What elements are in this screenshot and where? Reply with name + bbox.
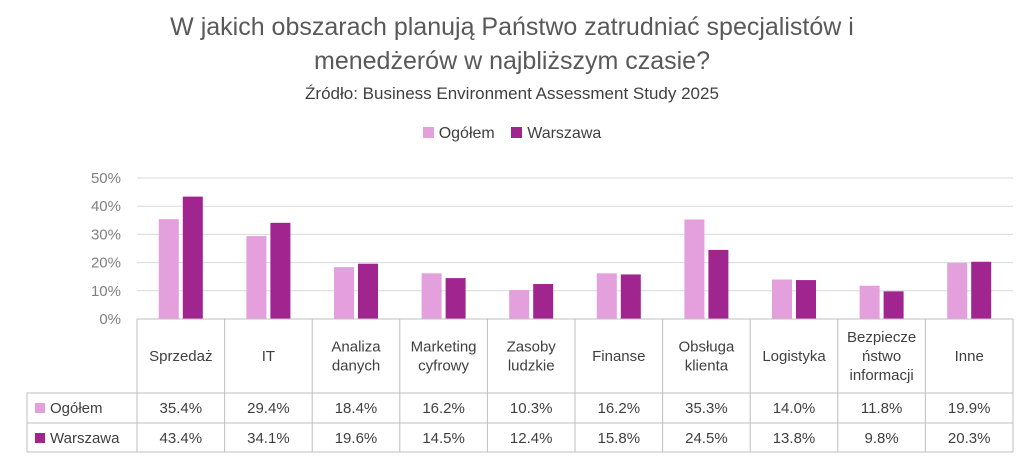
bar-warszawa — [533, 284, 554, 319]
y-tick-label: 50% — [91, 170, 121, 187]
data-label-ogolem: 29.4% — [247, 400, 290, 417]
data-label-warszawa: 43.4% — [160, 430, 203, 447]
bar-warszawa — [883, 291, 904, 319]
bar-ogolem — [334, 267, 354, 319]
table-series-name-ogolem: Ogółem — [50, 400, 103, 417]
data-label-ogolem: 11.8% — [861, 400, 902, 417]
data-label-warszawa: 34.1% — [247, 430, 290, 447]
legend-label-warszawa: Warszawa — [527, 125, 602, 142]
data-label-warszawa: 20.3% — [948, 430, 991, 447]
table-key-warszawa — [35, 433, 45, 443]
chart-title-line-1: W jakich obszarach planują Państwo zatru… — [170, 13, 854, 41]
data-label-warszawa: 19.6% — [335, 430, 378, 447]
table-series-name-warszawa: Warszawa — [50, 430, 120, 447]
category-label: Obsługa klienta — [678, 339, 735, 375]
category-label: Bezpiecze ństwo informacji — [847, 329, 916, 384]
bar-warszawa — [358, 263, 378, 319]
legend-item-ogolem: Ogółem — [422, 125, 495, 143]
bar-warszawa — [971, 261, 992, 319]
data-label-ogolem: 35.4% — [160, 400, 203, 417]
data-label-warszawa: 24.5% — [685, 430, 728, 447]
data-label-ogolem: 10.3% — [510, 400, 553, 417]
bar-ogolem — [158, 219, 179, 319]
y-tick-label: 20% — [91, 255, 121, 272]
category-label: Inne — [955, 348, 984, 365]
data-label-warszawa: 14.5% — [422, 430, 465, 447]
data-label-ogolem: 16.2% — [422, 400, 465, 417]
data-label-warszawa: 9.8% — [864, 430, 898, 447]
category-label: Sprzedaż — [149, 348, 212, 365]
legend: Ogółem Warszawa — [0, 125, 1024, 143]
category-label: IT — [262, 348, 275, 365]
bar-warszawa — [445, 278, 466, 319]
data-label-warszawa: 13.8% — [773, 430, 816, 447]
bar-warszawa — [182, 196, 203, 319]
y-tick-label: 0% — [99, 311, 121, 328]
bar-ogolem — [596, 273, 617, 319]
bar-warszawa — [708, 249, 729, 319]
bar-ogolem — [246, 236, 267, 319]
bar-ogolem — [421, 273, 442, 319]
y-tick-label: 40% — [91, 198, 121, 215]
legend-swatch-warszawa — [511, 127, 523, 138]
category-label: Zasoby ludzkie — [507, 339, 557, 375]
bar-warszawa — [270, 222, 291, 319]
category-label: Logistyka — [762, 348, 826, 365]
chart-subtitle: Źródło: Business Environment Assessment … — [305, 84, 719, 103]
data-label-ogolem: 35.3% — [685, 400, 728, 417]
bar-warszawa — [620, 274, 641, 319]
table-key-ogolem — [35, 403, 45, 413]
category-label: Marketing cyfrowy — [411, 339, 477, 375]
chart-title-line-2: menedżerów w najbliższym czasie? — [314, 47, 710, 75]
y-tick-label: 30% — [91, 226, 121, 243]
data-label-warszawa: 15.8% — [598, 430, 641, 447]
legend-item-warszawa: Warszawa — [511, 125, 601, 143]
legend-label-ogolem: Ogółem — [438, 125, 495, 142]
bar-ogolem — [509, 289, 530, 319]
bar-ogolem — [859, 285, 880, 319]
bar-ogolem — [947, 262, 968, 319]
data-label-ogolem: 14.0% — [773, 400, 816, 417]
bar-warszawa — [796, 280, 816, 319]
category-label: Finanse — [592, 348, 645, 365]
data-label-ogolem: 19.9% — [948, 400, 991, 417]
category-label: Analiza danych — [331, 339, 381, 375]
bar-ogolem — [684, 219, 705, 319]
data-label-warszawa: 12.4% — [510, 430, 553, 447]
data-label-ogolem: 18.4% — [335, 400, 378, 417]
y-tick-label: 10% — [91, 283, 121, 300]
legend-swatch-ogolem — [422, 127, 434, 138]
bar-ogolem — [772, 279, 792, 319]
data-label-ogolem: 16.2% — [598, 400, 641, 417]
